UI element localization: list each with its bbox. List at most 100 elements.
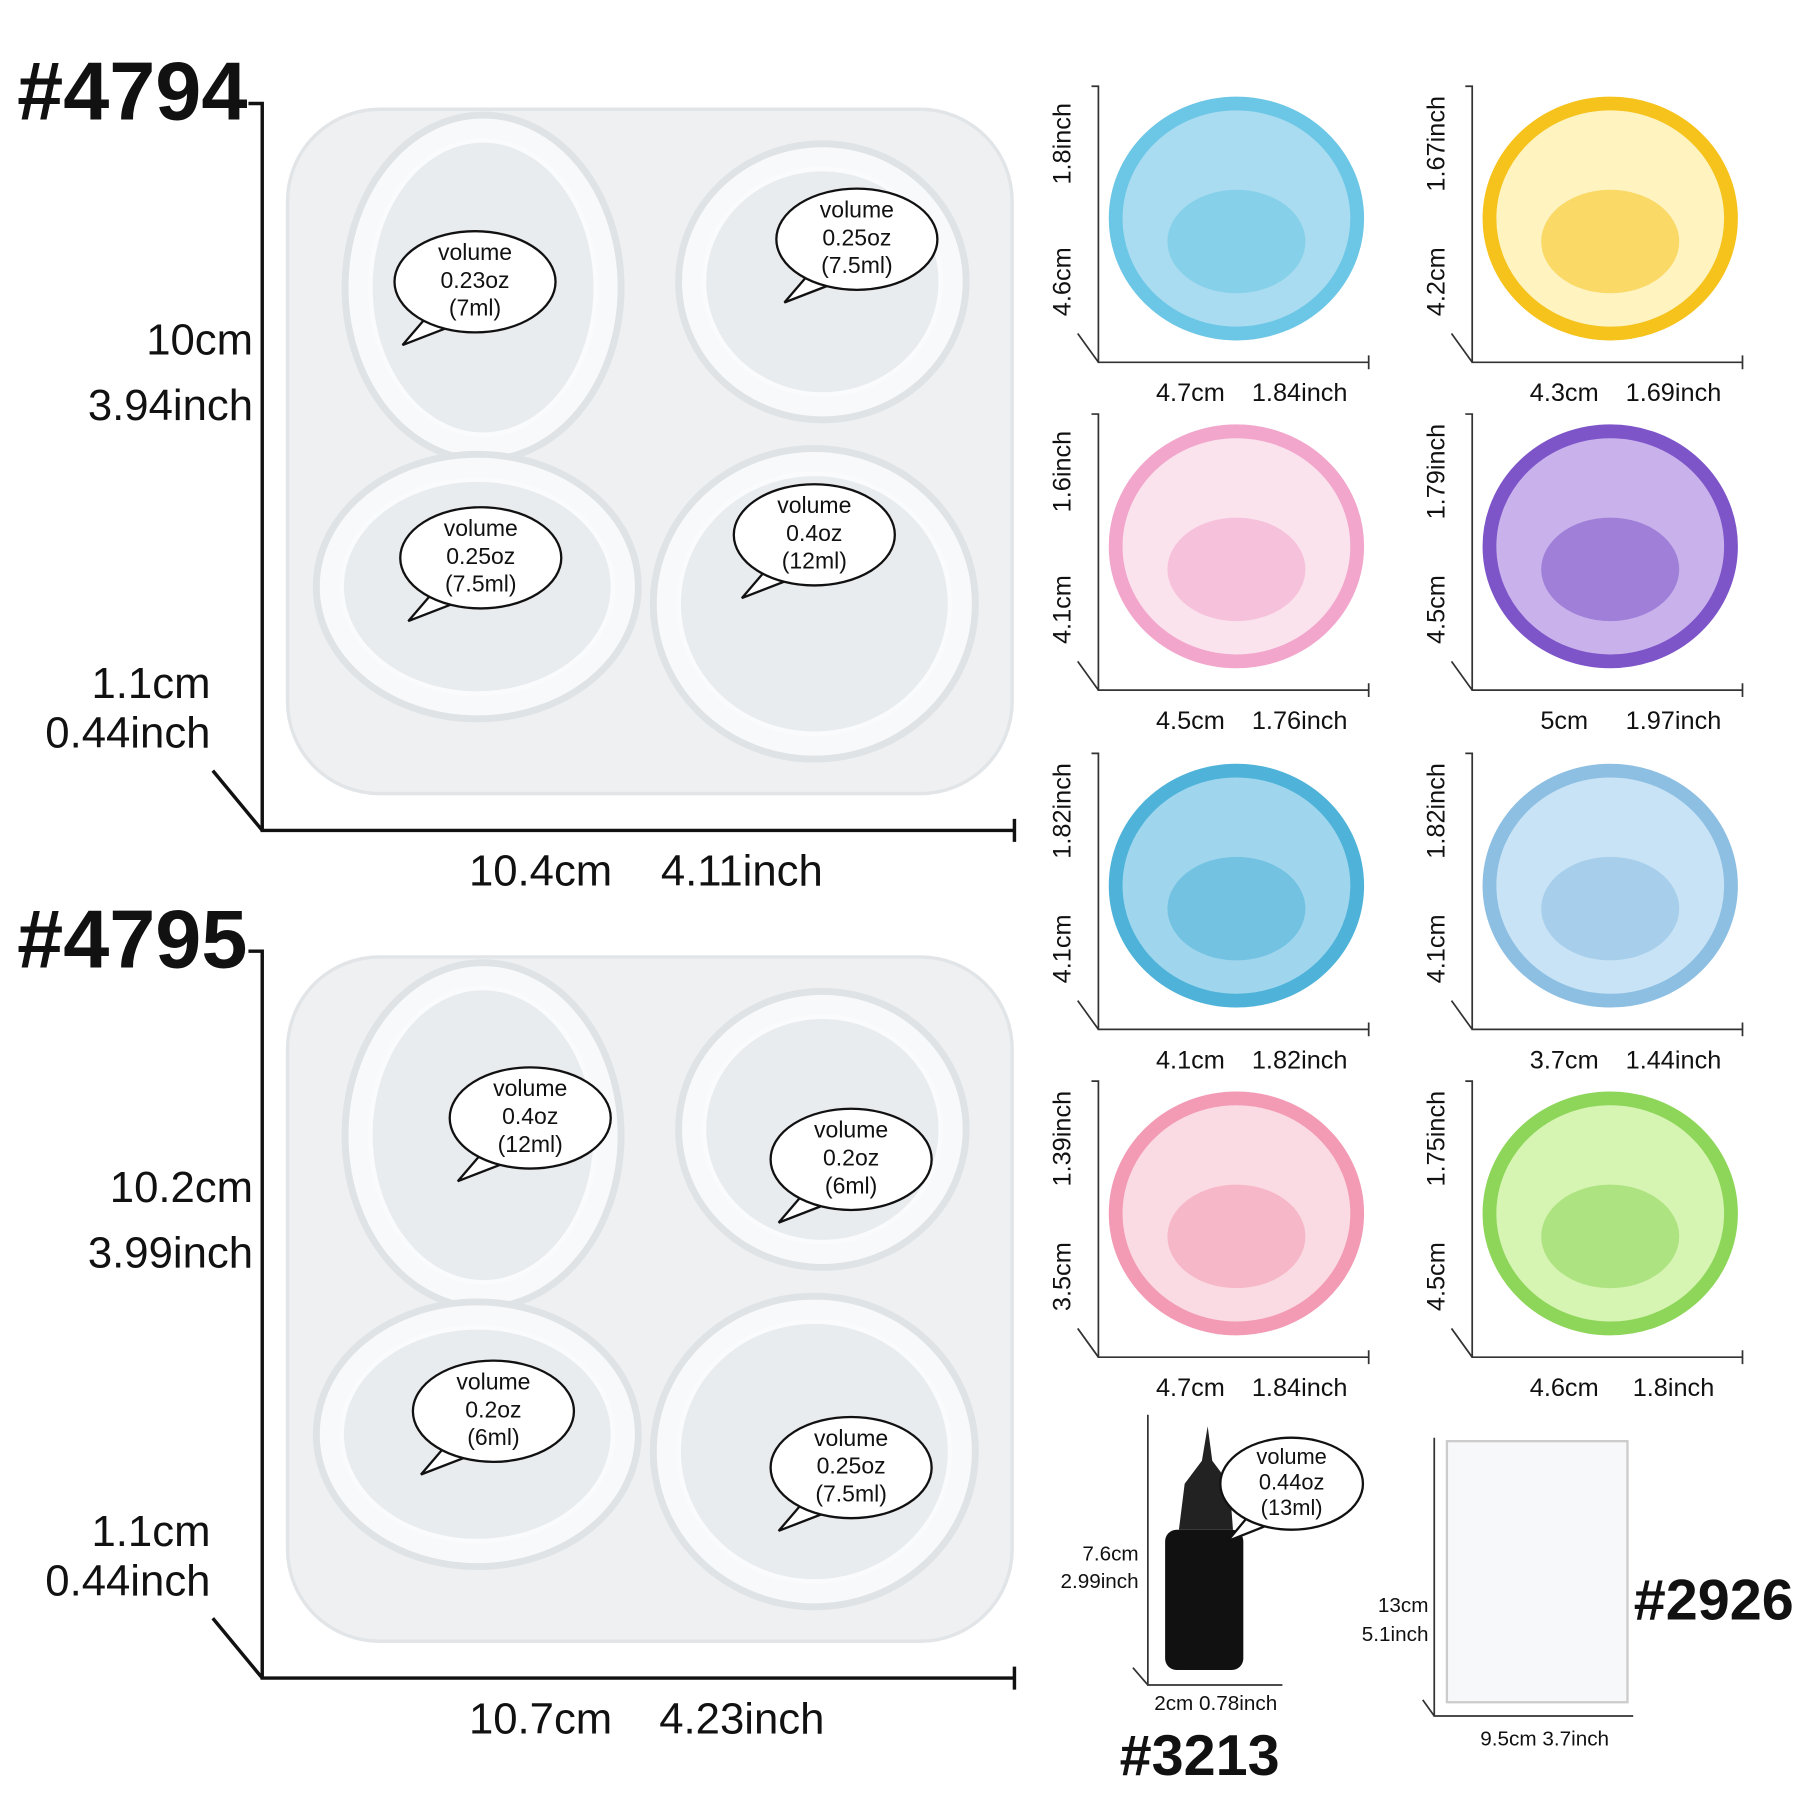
bottle-cap: [1178, 1426, 1233, 1530]
width-cm: 4.5cm: [1156, 707, 1225, 735]
width-cm: 10.7cm: [469, 1694, 612, 1743]
speech-bubble: [448, 1066, 612, 1170]
volume-text: volume: [777, 492, 851, 518]
speech-bubble: [393, 230, 557, 334]
volume-text: (7.5ml): [815, 1481, 887, 1507]
volume-text: 0.25oz: [446, 543, 515, 569]
dimension-axes: [211, 949, 1017, 1690]
width-text: 9.5cm 3.7inch: [1480, 1728, 1609, 1751]
volume-text: volume: [1256, 1444, 1326, 1469]
dimension-axes: [1076, 413, 1370, 697]
width-cm: 3.7cm: [1530, 1046, 1599, 1074]
width-cm: 4.7cm: [1156, 379, 1225, 407]
width-cm: 4.7cm: [1156, 1374, 1225, 1402]
volume-text: (12ml): [782, 548, 847, 574]
film-id: #2926: [1634, 1569, 1794, 1633]
speech-bubble: [399, 506, 563, 610]
film-sheet: [1445, 1440, 1629, 1704]
height-inch: 5.1inch: [1362, 1623, 1429, 1646]
volume-text: (12ml): [498, 1131, 563, 1157]
dimension-axes: [1450, 85, 1744, 370]
dimension-axes: [1450, 1080, 1744, 1365]
shaker-glitter: [1541, 189, 1680, 294]
height-inch: 1.39inch: [1049, 1091, 1077, 1187]
volume-text: 0.23oz: [440, 267, 509, 293]
volume-text: volume: [438, 239, 512, 265]
height-cm: 4.1cm: [1049, 914, 1077, 983]
volume-text: 0.4oz: [786, 520, 842, 546]
mold-id: #4794: [17, 45, 247, 138]
width-inch: 1.44inch: [1626, 1046, 1722, 1074]
speech-bubble: [411, 1359, 576, 1464]
dimension-axes: [1422, 1437, 1634, 1717]
volume-text: 0.2oz: [823, 1144, 879, 1170]
dimension-axes: [1132, 1414, 1283, 1686]
height-cm: 4.1cm: [1049, 575, 1077, 644]
height-inch: 1.75inch: [1422, 1091, 1450, 1187]
height-cm: 10.2cm: [110, 1163, 253, 1212]
volume-text: (6ml): [825, 1172, 877, 1198]
shaker-glitter: [1167, 1184, 1306, 1289]
dimension-axes: [1076, 752, 1370, 1037]
width-cm: 4.1cm: [1156, 1046, 1225, 1074]
height-cm: 10cm: [146, 315, 253, 364]
speech-bubble: [769, 1107, 933, 1212]
width-inch: 1.84inch: [1252, 379, 1348, 407]
width-inch: 4.11inch: [661, 847, 823, 896]
volume-text: 0.4oz: [502, 1103, 558, 1129]
shaker-glitter: [1541, 517, 1680, 622]
height-cm: 4.5cm: [1422, 1242, 1450, 1311]
height-cm: 4.5cm: [1422, 575, 1450, 644]
width-cm: 10.4cm: [469, 847, 612, 896]
speech-bubble: [732, 483, 896, 587]
dimension-axes: [1450, 413, 1744, 697]
height-inch: 1.79inch: [1422, 424, 1450, 520]
height-inch: 2.99inch: [1060, 1570, 1138, 1593]
width-inch: 1.8inch: [1633, 1374, 1715, 1402]
volume-text: 0.2oz: [465, 1396, 521, 1422]
shaker-glitter: [1167, 189, 1306, 294]
volume-text: (7.5ml): [445, 571, 517, 597]
depth-inch: 0.44inch: [45, 709, 210, 758]
volume-text: volume: [456, 1368, 530, 1394]
speech-bubble: [769, 1415, 933, 1520]
bottle-id: #3213: [1120, 1724, 1280, 1788]
width-text: 2cm 0.78inch: [1154, 1692, 1277, 1715]
height-cm: 4.6cm: [1049, 247, 1077, 316]
depth-cm: 1.1cm: [92, 659, 211, 708]
volume-text: (7ml): [449, 295, 501, 321]
shaker-glitter: [1167, 856, 1306, 961]
height-inch: 1.6inch: [1049, 431, 1077, 513]
height-inch: 1.82inch: [1049, 763, 1077, 859]
height-cm: 3.5cm: [1049, 1242, 1077, 1311]
width-cm: 5cm: [1540, 707, 1588, 735]
volume-text: (13ml): [1261, 1495, 1323, 1520]
height-inch: 1.67inch: [1422, 96, 1450, 192]
volume-text: volume: [493, 1075, 567, 1101]
volume-text: (6ml): [467, 1424, 519, 1450]
width-inch: 1.69inch: [1626, 379, 1722, 407]
mold-id: #4795: [17, 892, 247, 985]
height-cm: 4.1cm: [1422, 914, 1450, 983]
height-cm: 4.2cm: [1422, 247, 1450, 316]
height-cm: 7.6cm: [1082, 1542, 1138, 1565]
speech-bubble: [775, 187, 939, 291]
dimension-axes: [1076, 85, 1370, 370]
speech-bubble: [1219, 1436, 1365, 1531]
dimension-axes: [211, 101, 1017, 842]
width-inch: 1.97inch: [1626, 707, 1722, 735]
dimension-axes: [1450, 752, 1744, 1037]
width-cm: 4.3cm: [1530, 379, 1599, 407]
width-inch: 1.76inch: [1252, 707, 1348, 735]
bottle-body: [1165, 1529, 1244, 1671]
volume-text: 0.44oz: [1259, 1469, 1325, 1494]
shaker-glitter: [1167, 517, 1306, 622]
volume-text: 0.25oz: [822, 224, 891, 250]
volume-text: volume: [820, 196, 894, 222]
height-inch: 3.94inch: [88, 381, 253, 430]
height-inch: 1.82inch: [1422, 763, 1450, 859]
depth-inch: 0.44inch: [45, 1556, 210, 1605]
volume-text: 0.25oz: [817, 1453, 886, 1479]
height-inch: 1.8inch: [1049, 103, 1077, 185]
depth-cm: 1.1cm: [92, 1507, 211, 1556]
